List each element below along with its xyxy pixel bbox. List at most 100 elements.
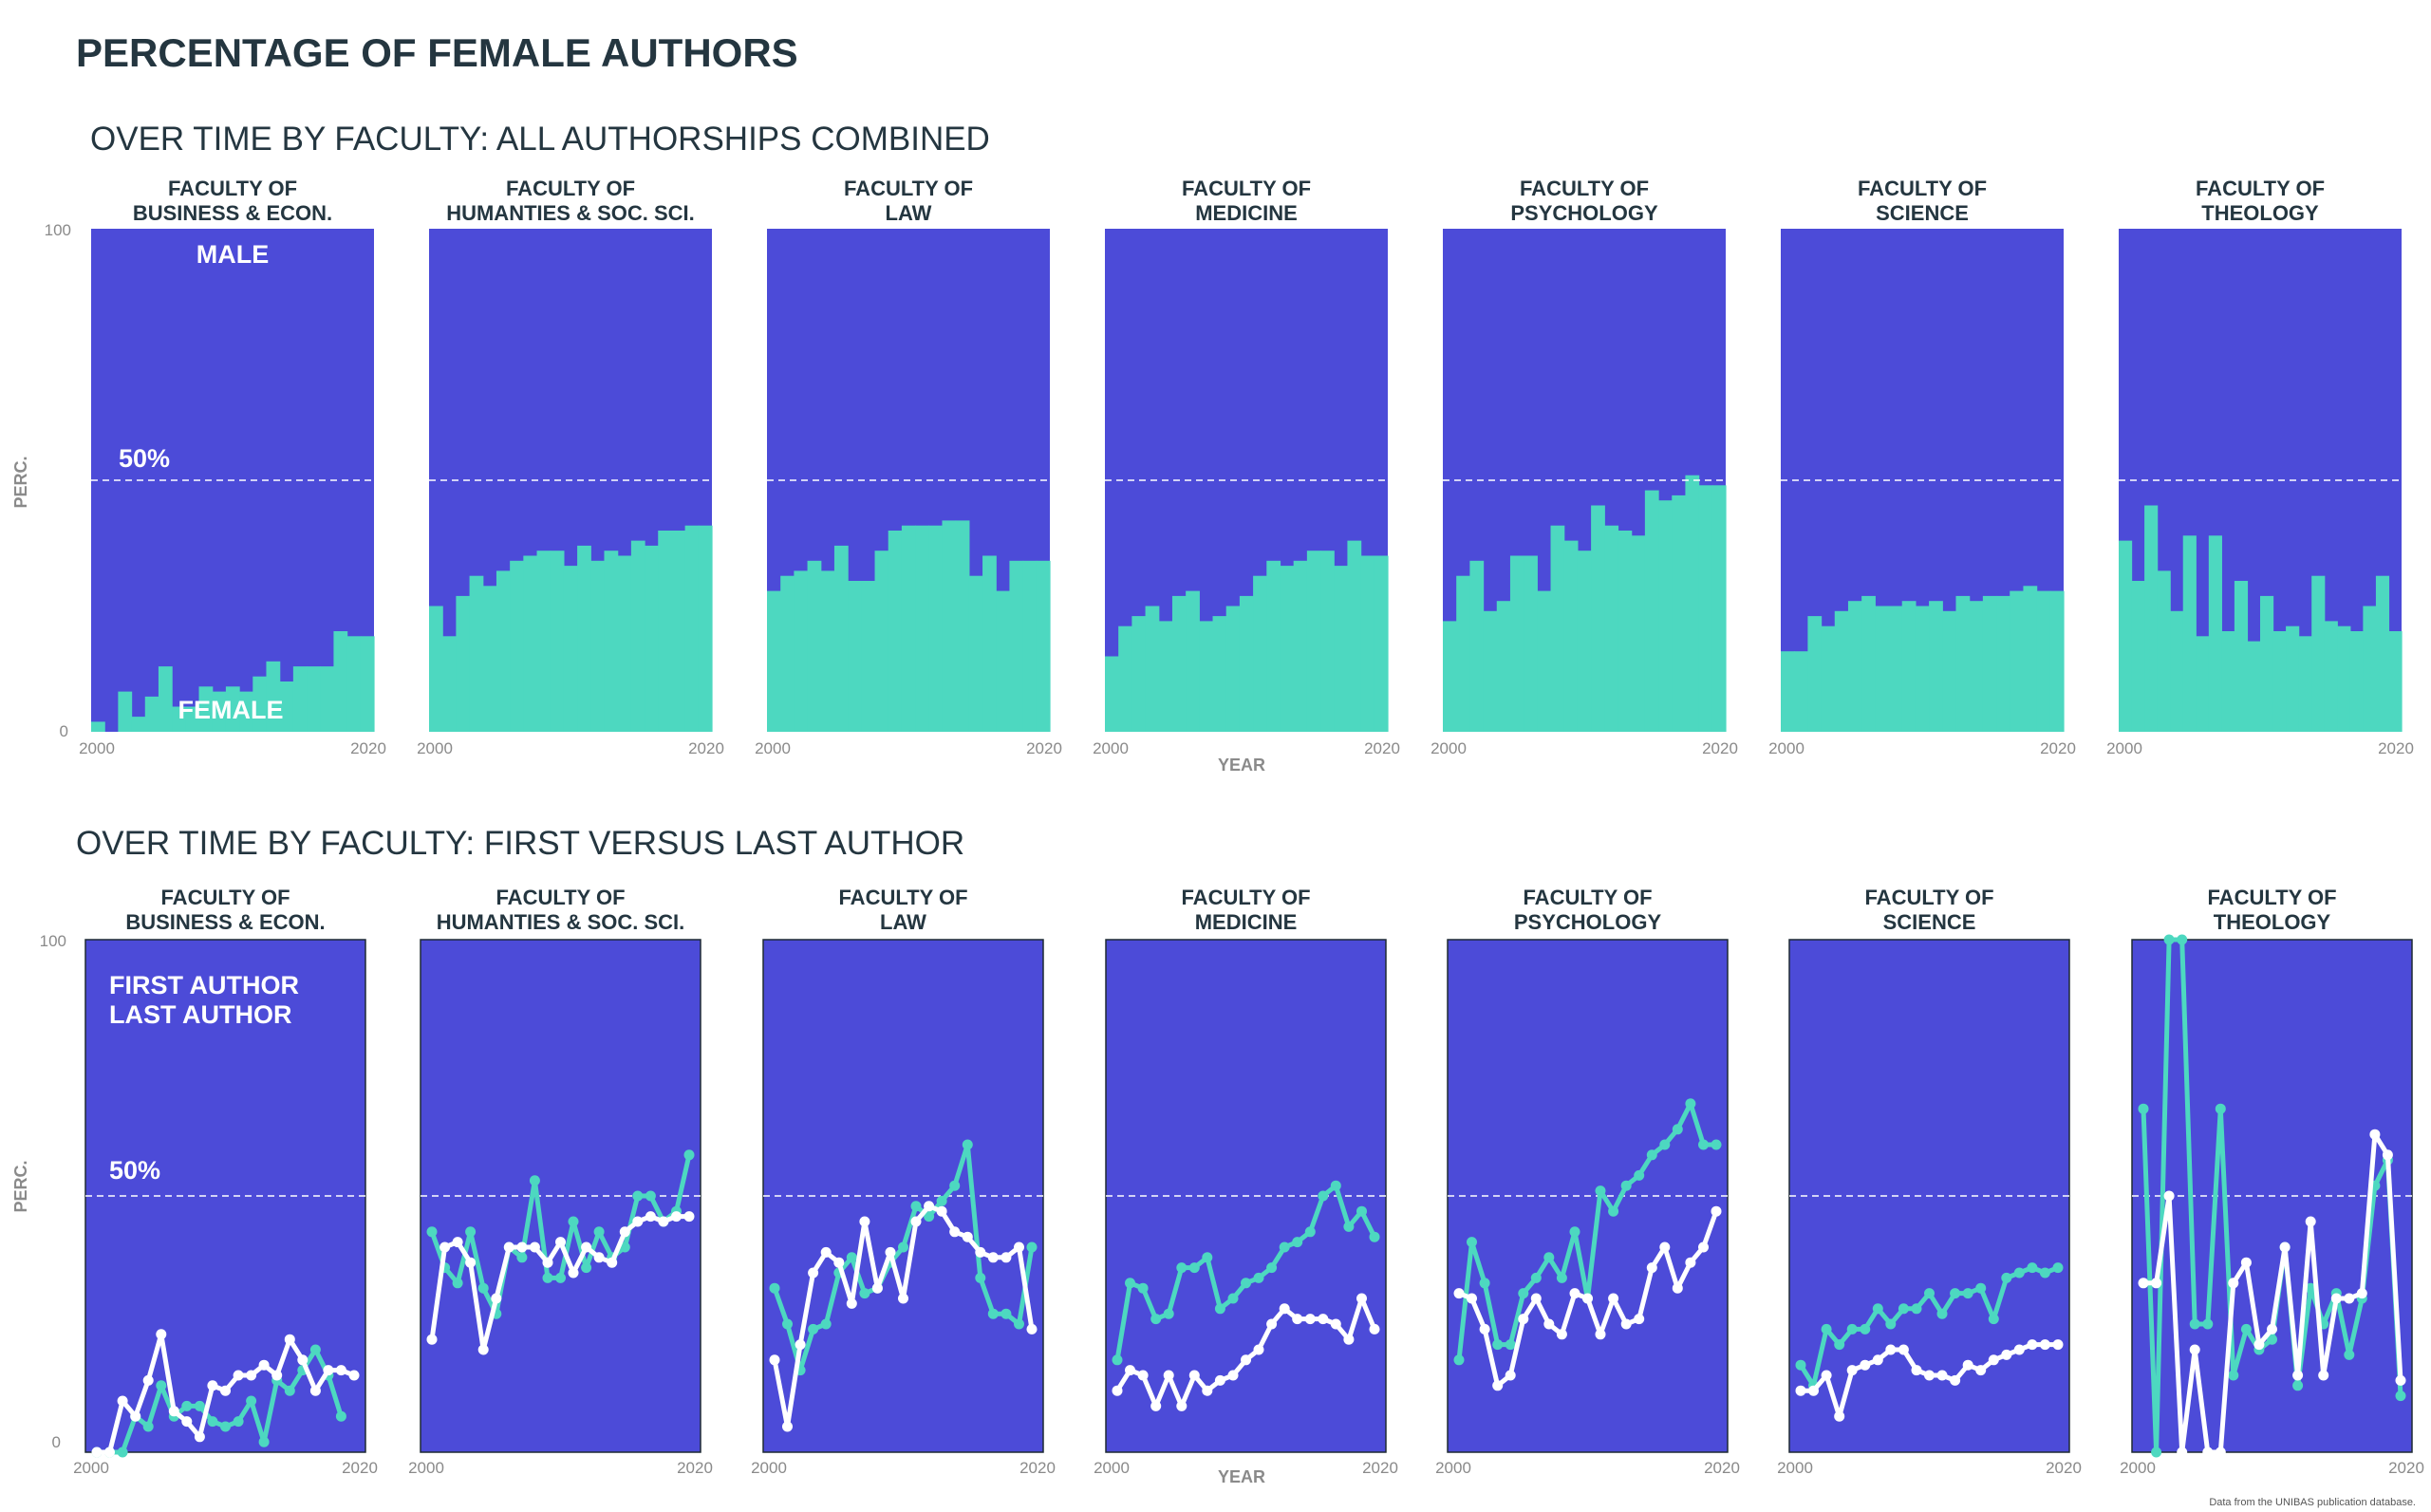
x-tick-end: 2020 <box>2040 739 2076 757</box>
female-bar <box>482 586 497 732</box>
first-author-point <box>898 1241 908 1253</box>
facet-label-line2: HUMANTIES & SOC. SCI. <box>446 201 695 225</box>
first-author-point <box>1479 1278 1490 1289</box>
x-tick-end: 2020 <box>350 739 386 757</box>
female-bar <box>2234 581 2249 732</box>
last-author-point <box>2151 1278 2162 1289</box>
female-bar <box>1618 531 1633 732</box>
female-bar <box>1266 560 1281 732</box>
first-author-point <box>1150 1314 1162 1325</box>
facet-label-line2: THEOLOGY <box>2214 910 2331 934</box>
last-author-point <box>987 1252 999 1263</box>
last-author-point <box>1453 1288 1465 1299</box>
female-bar <box>2337 625 2351 732</box>
last-author-point <box>2052 1339 2064 1351</box>
female-bar <box>2131 581 2145 732</box>
last-author-point <box>1014 1241 1024 1253</box>
last-author-label: LAST AUTHOR <box>109 1000 291 1029</box>
female-bar <box>590 560 606 732</box>
x-tick-start: 2000 <box>751 1459 787 1477</box>
x-tick-end: 2020 <box>1019 1459 1056 1477</box>
last-author-point <box>555 1237 566 1248</box>
last-author-point <box>1343 1334 1355 1345</box>
first-author-point <box>2395 1391 2406 1402</box>
last-author-point <box>1646 1262 1657 1274</box>
facet-label-line2: BUSINESS & ECON. <box>125 910 325 934</box>
first-author-point <box>555 1272 566 1283</box>
female-bar <box>346 636 362 732</box>
first-author-point <box>632 1190 644 1202</box>
first-author-point <box>1821 1323 1832 1335</box>
last-author-point <box>2202 1447 2214 1458</box>
last-author-point <box>885 1246 896 1258</box>
last-author-point <box>1479 1323 1490 1335</box>
female-bar <box>469 575 484 732</box>
last-author-point <box>1821 1370 1832 1381</box>
female-bar <box>1996 595 2010 732</box>
last-author-point <box>1685 1257 1696 1268</box>
first-author-point <box>1846 1323 1858 1335</box>
first-author-point <box>1556 1272 1567 1283</box>
female-bar <box>2144 505 2159 732</box>
x-tick-start: 2000 <box>1094 1459 1130 1477</box>
female-bar <box>1443 621 1457 732</box>
first-author-point <box>1530 1272 1542 1283</box>
last-author-point <box>1467 1293 1477 1304</box>
female-bar <box>144 696 159 732</box>
first-author-point <box>335 1410 346 1422</box>
female-bar <box>1186 590 1200 732</box>
last-author-point <box>2027 1339 2038 1351</box>
facet-label-line1: FACULTY OF <box>160 886 290 909</box>
first-author-point <box>2163 934 2175 945</box>
first-author-point <box>949 1180 961 1191</box>
facet-label-line2: LAW <box>880 910 926 934</box>
last-author-point <box>542 1257 553 1268</box>
x-tick-start: 2000 <box>2106 739 2142 757</box>
female-bar <box>252 676 268 732</box>
first-author-point <box>1834 1339 1845 1351</box>
female-bar <box>360 636 375 732</box>
female-bar <box>942 520 957 732</box>
first-author-point <box>194 1400 205 1411</box>
first-author-point <box>246 1395 257 1407</box>
female-bar <box>2324 621 2338 732</box>
female-bar <box>2208 535 2222 732</box>
female-bar <box>780 575 795 732</box>
facet-label-line2: SCIENCE <box>1883 910 1976 934</box>
female-bar <box>901 525 916 732</box>
last-author-point <box>529 1241 540 1253</box>
facet-label-line2: PSYCHOLOGY <box>1514 910 1662 934</box>
first-author-point <box>220 1421 231 1432</box>
female-bar <box>1672 495 1687 732</box>
female-bar <box>1591 505 1605 732</box>
facet-label-line1: FACULTY OF <box>844 177 973 200</box>
female-bar <box>1171 595 1187 732</box>
facet-label-line1: FACULTY OF <box>1520 177 1649 200</box>
female-bar <box>1239 595 1254 732</box>
female-bar <box>1875 606 1890 732</box>
first-author-point <box>1356 1205 1367 1217</box>
y-axis-title-2: PERC. <box>11 1160 30 1212</box>
first-author-point <box>1698 1139 1709 1150</box>
female-bar <box>2247 641 2261 732</box>
x-tick-end: 2020 <box>1704 1459 1740 1477</box>
last-author-point <box>477 1344 489 1355</box>
female-bar <box>158 666 173 732</box>
last-author-point <box>1202 1385 1213 1396</box>
female-bar <box>225 686 240 732</box>
x-tick-end: 2020 <box>1026 739 1062 757</box>
last-author-point <box>1846 1365 1858 1376</box>
female-bar <box>630 540 645 732</box>
first-author-point <box>975 1272 986 1283</box>
female-bar <box>1834 610 1849 732</box>
last-author-point <box>309 1385 321 1396</box>
female-bar <box>2388 631 2403 732</box>
female-bar <box>671 531 686 732</box>
first-author-point <box>1569 1226 1580 1238</box>
last-author-point <box>1176 1400 1187 1411</box>
last-author-point <box>1150 1400 1162 1411</box>
